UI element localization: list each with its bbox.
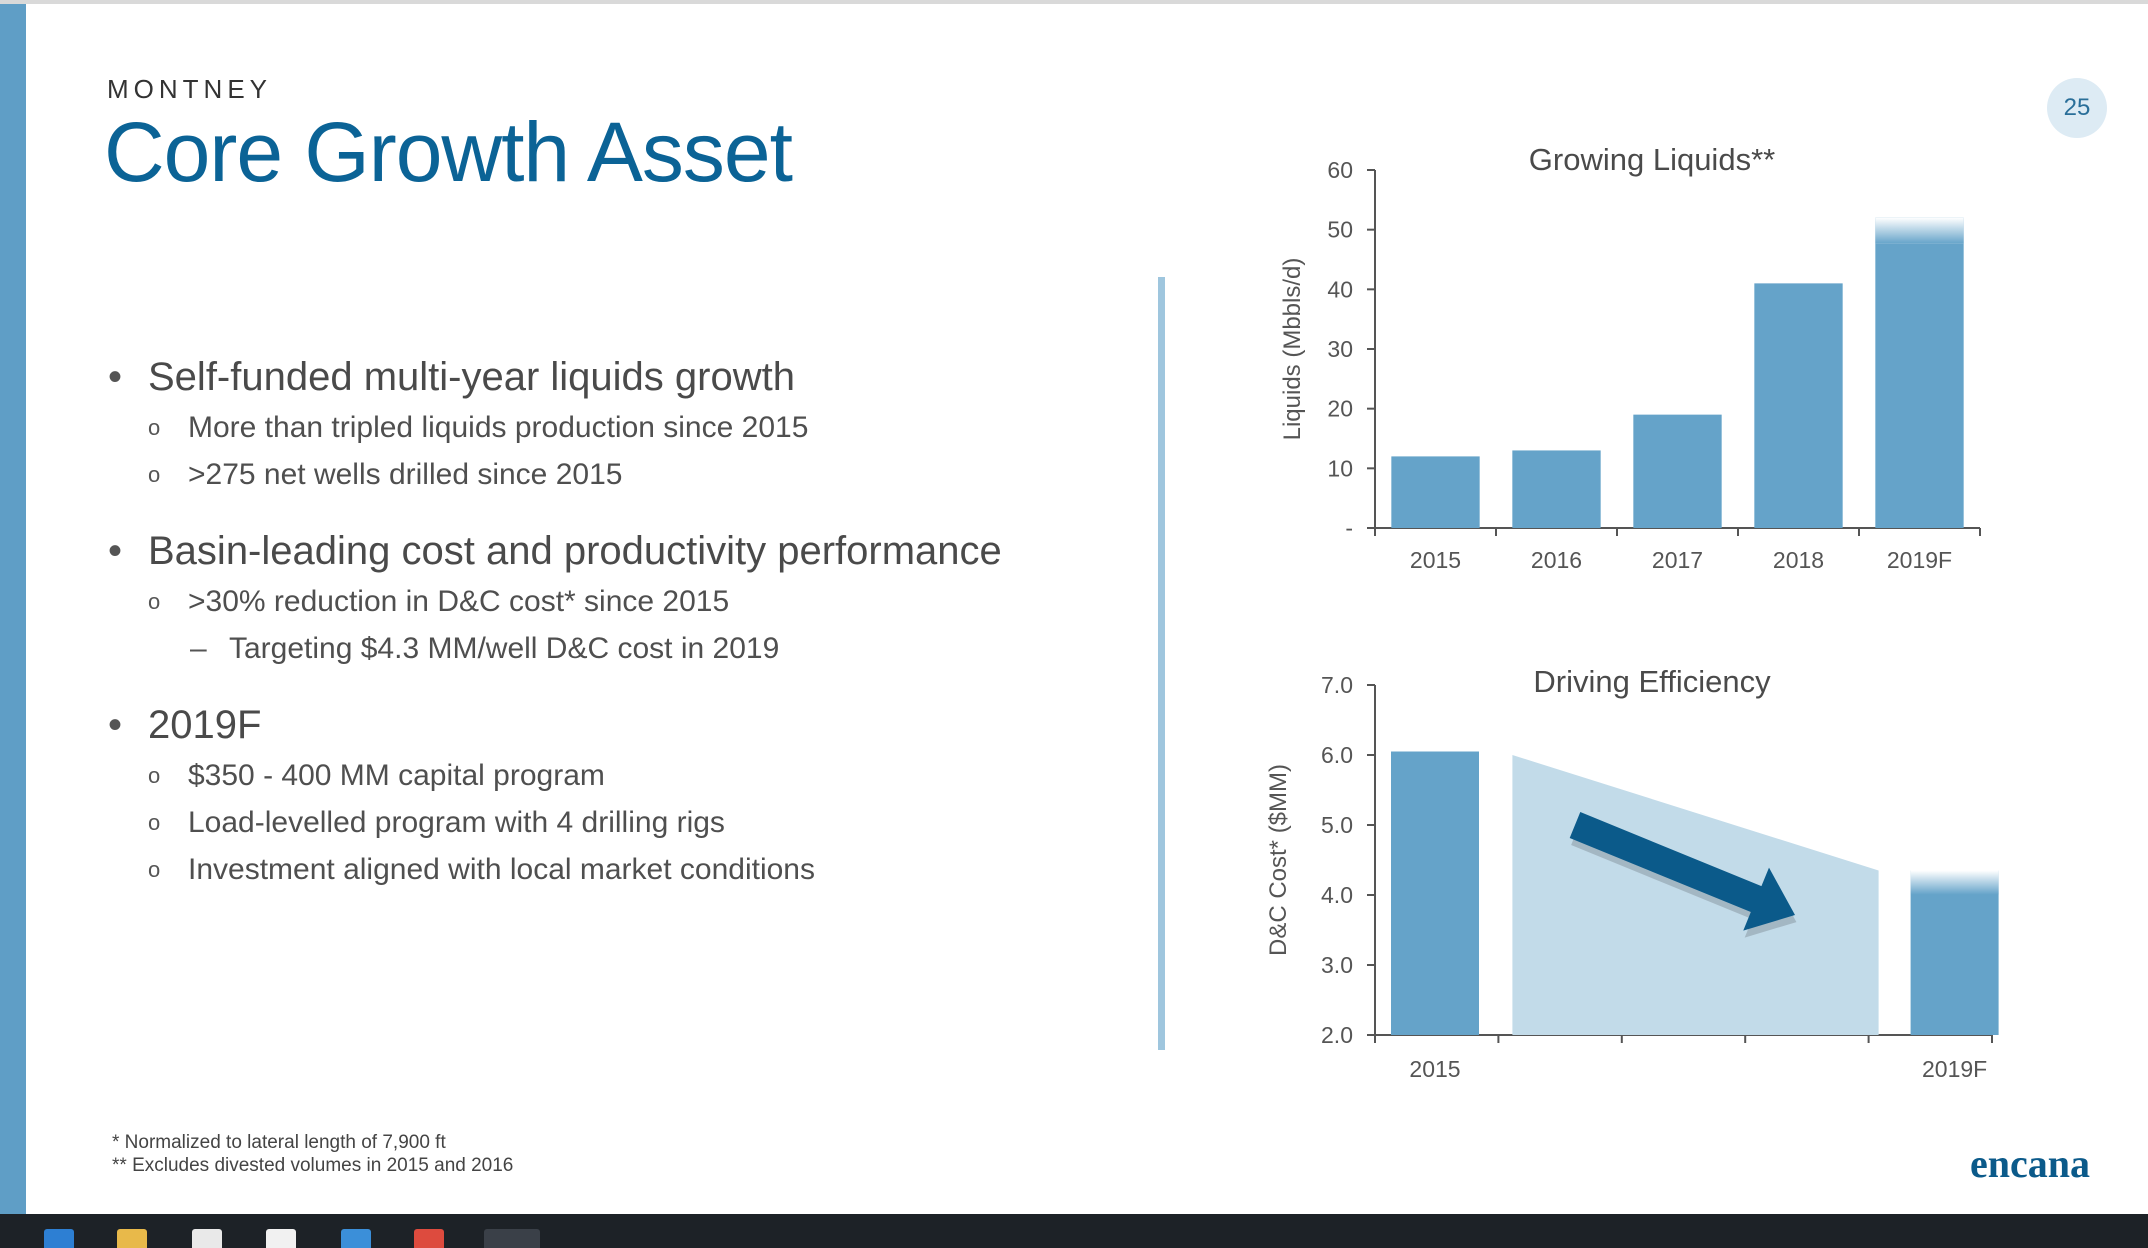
bar-2018 bbox=[1754, 283, 1843, 528]
x-tick-label: 2015 bbox=[1410, 547, 1461, 573]
bullet-list: Self-funded multi-year liquids growth o Mo… bbox=[108, 350, 1138, 919]
chart-title: Growing Liquids** bbox=[1529, 142, 1775, 177]
y-tick-label: 7.0 bbox=[1321, 672, 1353, 698]
app-icon[interactable] bbox=[341, 1229, 371, 1248]
y-tick-label: 6.0 bbox=[1321, 742, 1353, 768]
y-tick-label: 5.0 bbox=[1321, 812, 1353, 838]
x-tick-label: 2017 bbox=[1652, 547, 1703, 573]
x-tick-label: 2019F bbox=[1922, 1056, 1987, 1082]
bullet-heading: 2019F bbox=[108, 698, 1138, 752]
top-border bbox=[0, 0, 2148, 4]
page-title: Core Growth Asset bbox=[104, 105, 793, 199]
y-tick-label: - bbox=[1345, 515, 1353, 541]
bar-2015 bbox=[1391, 751, 1479, 1035]
footnote-2: ** Excludes divested volumes in 2015 and… bbox=[112, 1155, 514, 1176]
y-tick-label: 50 bbox=[1327, 217, 1353, 243]
sub-bullet: o $350 - 400 MM capital program bbox=[108, 752, 1138, 799]
left-accent-bar bbox=[0, 4, 26, 1214]
sub-bullet-text: Investment aligned with local market con… bbox=[188, 853, 815, 886]
bullet-group: Basin-leading cost and productivity perf… bbox=[108, 524, 1138, 672]
section-eyebrow: MONTNEY bbox=[107, 74, 272, 104]
sub-bullet: o Load-levelled program with 4 drilling r… bbox=[108, 799, 1138, 846]
bullet-heading: Self-funded multi-year liquids growth bbox=[108, 350, 1138, 404]
circle-bullet-marker: o bbox=[148, 589, 161, 614]
vertical-divider bbox=[1158, 277, 1165, 1050]
chart-title: Driving Efficiency bbox=[1533, 664, 1771, 699]
bullet-group: 2019F o $350 - 400 MM capital program o Load… bbox=[108, 698, 1138, 893]
sub-sub-bullet: – Targeting $4.3 MM/well D&C cost in 2019 bbox=[108, 625, 1138, 672]
bullet-group: Self-funded multi-year liquids growth o Mo… bbox=[108, 350, 1138, 498]
circle-bullet-marker: o bbox=[148, 415, 161, 440]
driving-efficiency-chart: Driving Efficiency D&C Cost* ($MM) 2.0 3.0 4… bbox=[1265, 664, 1999, 1082]
y-tick-label: 4.0 bbox=[1321, 882, 1353, 908]
arrow-body bbox=[1569, 812, 1795, 931]
circle-bullet-marker: o bbox=[148, 810, 161, 835]
y-tick-label: 60 bbox=[1327, 157, 1353, 183]
y-tick-label: 40 bbox=[1327, 276, 1353, 302]
y-axis-label: D&C Cost* ($MM) bbox=[1265, 764, 1292, 956]
dash-bullet-marker: – bbox=[190, 632, 207, 665]
y-tick-label: 2.0 bbox=[1321, 1022, 1353, 1048]
bullet-heading: Basin-leading cost and productivity perf… bbox=[108, 524, 1138, 578]
y-tick-label: 20 bbox=[1327, 396, 1353, 422]
sub-bullet: o Investment aligned with local market co… bbox=[108, 846, 1138, 893]
y-axis-label: Liquids (Mbbls/d) bbox=[1279, 258, 1306, 441]
x-tick-label: 2016 bbox=[1531, 547, 1582, 573]
growing-liquids-chart: Growing Liquids** Liquids (Mbbls/d) - 10 20 3… bbox=[1279, 142, 1981, 573]
page-number-badge: 25 bbox=[2047, 78, 2107, 138]
taskbar bbox=[0, 1214, 2148, 1248]
sub-bullet: o >275 net wells drilled since 2015 bbox=[108, 451, 1138, 498]
sub-bullet-text: More than tripled liquids production sin… bbox=[188, 411, 809, 444]
down-trend-arrow-icon bbox=[1569, 812, 1797, 938]
mail-icon[interactable] bbox=[266, 1229, 296, 1248]
footnote-1: * Normalized to lateral length of 7,900 … bbox=[112, 1132, 446, 1153]
y-tick-label: 30 bbox=[1327, 336, 1353, 362]
x-tick-label: 2018 bbox=[1773, 547, 1824, 573]
file-explorer-icon[interactable] bbox=[117, 1229, 147, 1248]
active-app-icon[interactable] bbox=[484, 1229, 540, 1248]
bar-2016 bbox=[1512, 450, 1601, 528]
bar-2017 bbox=[1633, 414, 1722, 528]
sub-bullet-text: >275 net wells drilled since 2015 bbox=[188, 458, 623, 491]
sub-bullet: o More than tripled liquids production si… bbox=[108, 404, 1138, 451]
circle-bullet-marker: o bbox=[148, 462, 161, 487]
sub-sub-bullet-text: Targeting $4.3 MM/well D&C cost in 2019 bbox=[229, 632, 780, 665]
bar-fade-top bbox=[1910, 870, 1999, 895]
circle-bullet-marker: o bbox=[148, 857, 161, 882]
store-icon[interactable] bbox=[192, 1229, 222, 1248]
bar-2019F bbox=[1910, 870, 1999, 1035]
y-tick-label: 10 bbox=[1327, 455, 1353, 481]
sub-bullet-text: $350 - 400 MM capital program bbox=[188, 759, 605, 792]
y-tick-label: 3.0 bbox=[1321, 952, 1353, 978]
x-tick-label: 2019F bbox=[1887, 547, 1952, 573]
x-tick-label: 2015 bbox=[1409, 1056, 1460, 1082]
encana-logo: encana bbox=[1970, 1141, 2090, 1186]
bar-fade-top bbox=[1875, 217, 1964, 244]
chrome-icon[interactable] bbox=[414, 1229, 444, 1248]
sub-bullet-text: >30% reduction in D&C cost* since 2015 bbox=[188, 585, 730, 618]
sub-bullet: o >30% reduction in D&C cost* since 2015 bbox=[108, 578, 1138, 625]
bar-2015 bbox=[1391, 456, 1480, 528]
sub-bullet-text: Load-levelled program with 4 drilling ri… bbox=[188, 806, 725, 839]
edge-browser-icon[interactable] bbox=[44, 1229, 74, 1248]
circle-bullet-marker: o bbox=[148, 763, 161, 788]
bar-2019F bbox=[1875, 217, 1964, 528]
